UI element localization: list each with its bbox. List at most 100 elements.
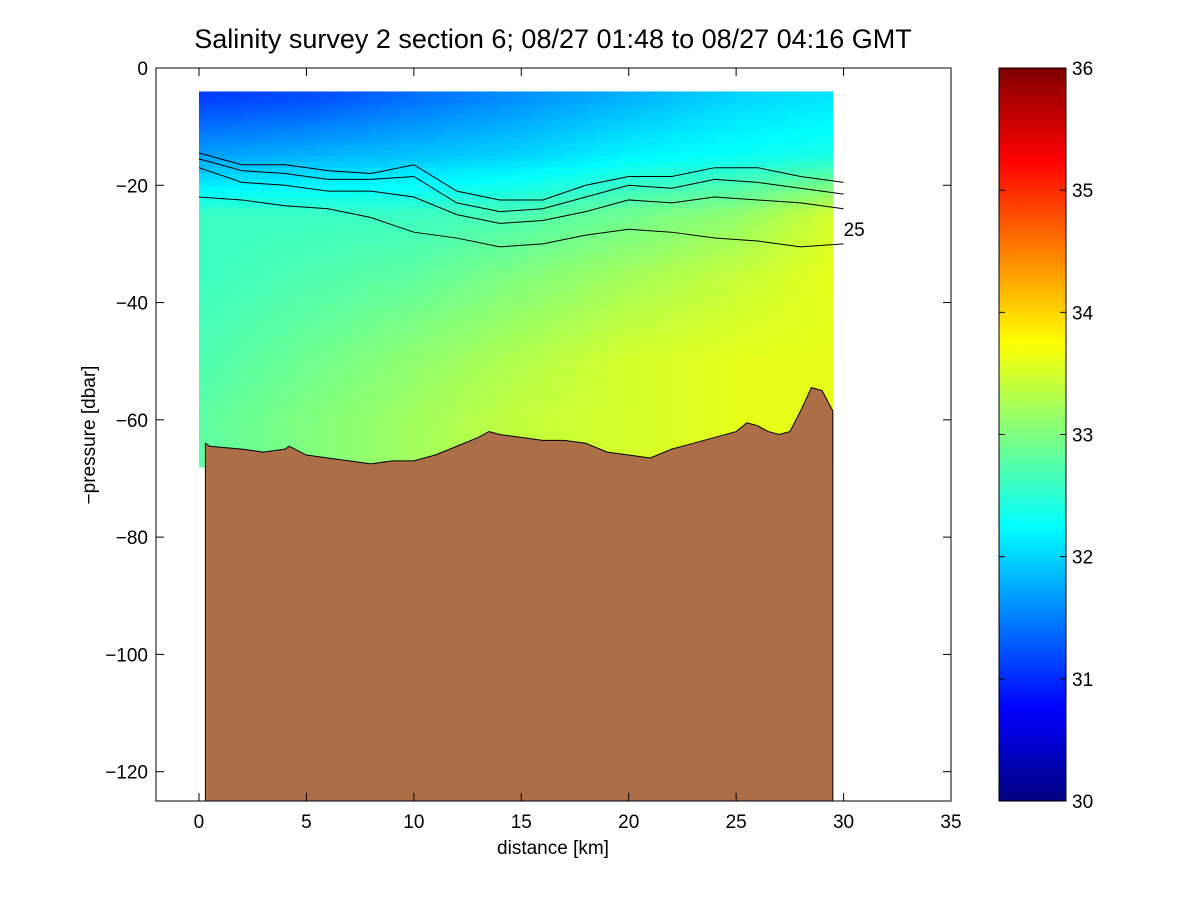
salinity-cell (628, 214, 641, 222)
salinity-cell (263, 425, 275, 433)
salinity-cell (800, 161, 812, 169)
salinity-cell (306, 114, 318, 122)
salinity-cell (478, 267, 490, 274)
salinity-cell (521, 331, 533, 339)
salinity-cell (532, 296, 544, 304)
salinity-cell (564, 202, 576, 210)
seafloor (204, 386, 834, 801)
salinity-cell (521, 150, 533, 157)
salinity-cell (800, 349, 812, 356)
salinity-cell (532, 214, 544, 222)
salinity-cell (381, 138, 393, 145)
salinity-cell (220, 402, 232, 409)
salinity-cell (822, 261, 834, 268)
salinity-cell (478, 308, 490, 315)
salinity-cell (628, 355, 641, 362)
salinity-cell (736, 372, 748, 380)
salinity-cell (521, 361, 533, 368)
salinity-cell (521, 208, 533, 216)
salinity-cell (446, 226, 458, 233)
salinity-cell (403, 349, 415, 356)
salinity-cell (811, 261, 823, 268)
salinity-cell (757, 103, 769, 110)
salinity-cell (274, 144, 286, 151)
salinity-cell (456, 220, 469, 227)
salinity-cell (639, 138, 651, 145)
salinity-cell (413, 367, 426, 374)
salinity-cell (499, 173, 512, 181)
salinity-cell (746, 302, 759, 310)
salinity-cell (306, 132, 318, 139)
salinity-cell (499, 425, 512, 433)
salinity-cell (284, 384, 297, 392)
salinity-cell (757, 243, 769, 251)
salinity-cell (467, 220, 479, 227)
salinity-cell (327, 361, 340, 368)
salinity-cell (424, 314, 436, 321)
salinity-cell (639, 161, 651, 169)
salinity-cell (779, 408, 791, 415)
salinity-cell (499, 284, 512, 292)
salinity-cell (231, 355, 243, 362)
salinity-cell (628, 179, 641, 186)
salinity-cell (800, 361, 812, 368)
salinity-cell (209, 167, 222, 175)
salinity-cell (779, 173, 791, 181)
salinity-cell (220, 320, 232, 327)
salinity-cell (327, 449, 340, 456)
salinity-cell (617, 331, 630, 339)
salinity-cell (499, 91, 512, 98)
salinity-cell (446, 367, 458, 374)
salinity-cell (349, 402, 361, 409)
salinity-cell (274, 279, 286, 286)
salinity-cell (800, 144, 812, 151)
salinity-cell (489, 284, 501, 292)
salinity-cell (725, 361, 737, 368)
salinity-cell (617, 419, 630, 427)
salinity-cell (564, 255, 576, 263)
salinity-cell (489, 308, 501, 315)
salinity-cell (231, 226, 243, 233)
salinity-cell (682, 296, 694, 304)
salinity-cell (306, 314, 318, 321)
salinity-cell (241, 226, 254, 233)
salinity-cell (617, 179, 630, 186)
salinity-cell (306, 232, 318, 239)
salinity-cell (220, 132, 232, 139)
salinity-cell (274, 425, 286, 433)
salinity-cell (607, 144, 619, 151)
salinity-cell (564, 155, 576, 163)
salinity-cell (800, 273, 812, 280)
salinity-cell (746, 144, 759, 151)
salinity-cell (381, 132, 393, 139)
salinity-cell (435, 120, 447, 128)
salinity-cell (650, 402, 662, 409)
salinity-cell (671, 114, 684, 122)
salinity-cell (746, 150, 759, 157)
salinity-cell (779, 302, 791, 310)
salinity-cell (456, 361, 469, 368)
salinity-cell (306, 144, 318, 151)
salinity-cell (467, 408, 479, 415)
salinity-cell (757, 396, 769, 403)
salinity-cell (338, 320, 350, 327)
salinity-cell (682, 367, 694, 374)
salinity-cell (284, 144, 297, 151)
salinity-cell (381, 308, 393, 315)
salinity-cell (360, 302, 372, 310)
salinity-cell (779, 91, 791, 98)
salinity-cell (574, 402, 587, 409)
salinity-cell (499, 279, 512, 286)
salinity-cell (198, 179, 211, 186)
salinity-cell (714, 214, 726, 222)
colorbar-tick-label: 34 (1072, 303, 1094, 324)
salinity-cell (671, 425, 684, 433)
salinity-cell (478, 155, 490, 163)
salinity-cell (800, 243, 812, 251)
salinity-cell (585, 155, 598, 163)
salinity-cell (231, 114, 243, 122)
salinity-cell (671, 437, 684, 444)
salinity-cell (811, 197, 823, 204)
salinity-cell (596, 238, 608, 245)
salinity-cell (628, 273, 641, 280)
